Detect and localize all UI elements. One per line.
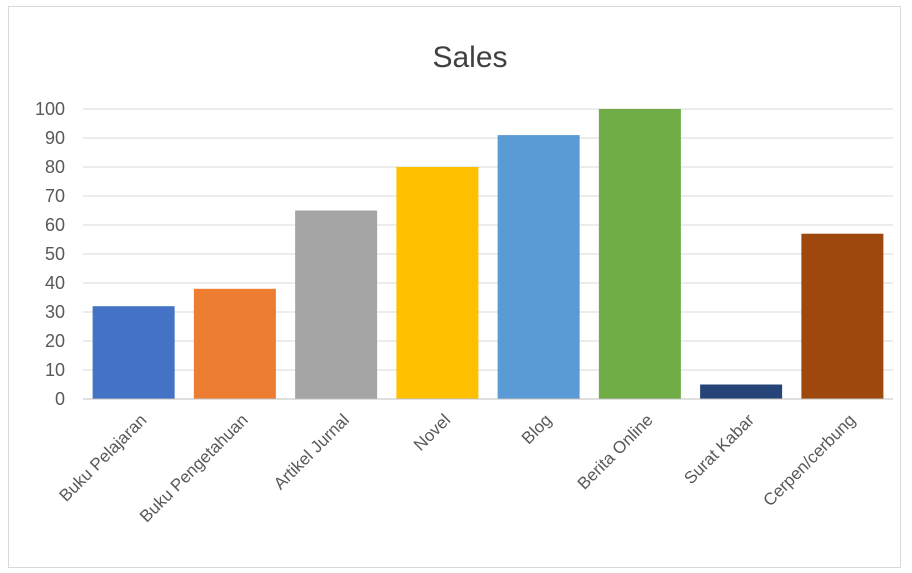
bar-chart: Sales 0 10 20 30 40 50 60 70 80 90 100 Buku Pelaja… bbox=[35, 41, 893, 526]
chart-title: Sales bbox=[432, 41, 507, 74]
bar-cerpen-cerbung bbox=[801, 233, 884, 399]
bar-artikel-jurnal bbox=[295, 210, 378, 399]
x-category-label: Cerpen/cerbung bbox=[760, 410, 860, 510]
x-category-label: Novel bbox=[410, 410, 454, 454]
bars bbox=[92, 109, 884, 399]
y-tick-label: 50 bbox=[45, 244, 65, 264]
bar-blog bbox=[497, 135, 580, 399]
x-category-label: Blog bbox=[518, 410, 555, 447]
y-tick-label: 70 bbox=[45, 186, 65, 206]
x-category-label: Surat Kabar bbox=[680, 410, 758, 488]
y-tick-label: 40 bbox=[45, 273, 65, 293]
chart-frame: Sales 0 10 20 30 40 50 60 70 80 90 100 Buku Pelaja… bbox=[8, 6, 901, 568]
x-category-label: Berita Online bbox=[574, 410, 657, 493]
bar-buku-pelajaran bbox=[92, 306, 175, 399]
y-tick-label: 30 bbox=[45, 302, 65, 322]
bar-buku-pengetahuan bbox=[193, 288, 276, 399]
x-category-label: Buku Pengetahuan bbox=[136, 410, 252, 526]
x-category-label: Artikel Jurnal bbox=[270, 410, 353, 493]
bar-novel bbox=[396, 167, 479, 399]
y-tick-label: 0 bbox=[55, 389, 65, 409]
y-tick-label: 80 bbox=[45, 157, 65, 177]
y-tick-label: 100 bbox=[35, 99, 65, 119]
y-tick-label: 10 bbox=[45, 360, 65, 380]
y-axis-ticks: 0 10 20 30 40 50 60 70 80 90 100 bbox=[35, 99, 65, 409]
y-tick-label: 60 bbox=[45, 215, 65, 235]
y-tick-label: 20 bbox=[45, 331, 65, 351]
y-tick-label: 90 bbox=[45, 128, 65, 148]
bar-surat-kabar bbox=[700, 384, 783, 399]
bar-berita-online bbox=[598, 109, 681, 399]
x-category-label: Buku Pelajaran bbox=[55, 410, 150, 505]
